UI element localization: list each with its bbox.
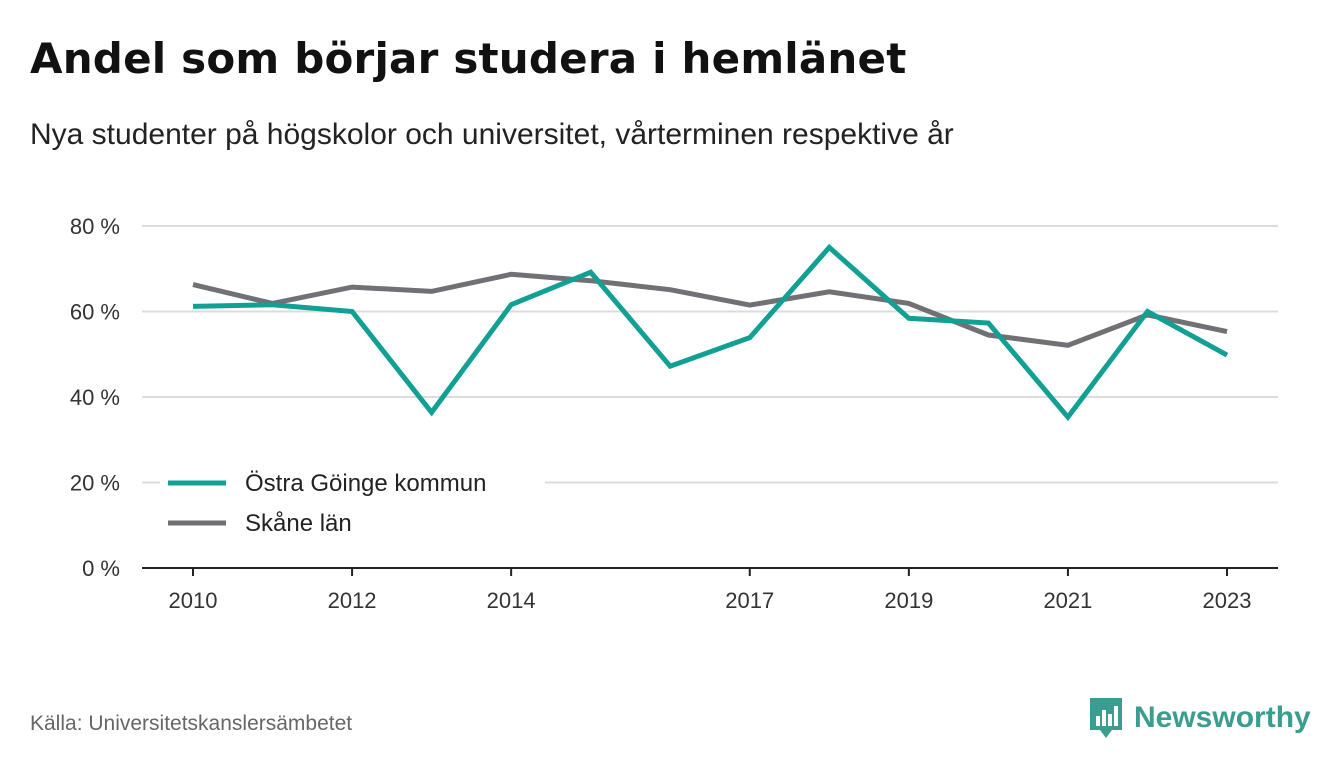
- chart-title: Andel som börjar studera i hemlänet: [30, 34, 907, 83]
- legend: Östra Göinge kommun Skåne län: [160, 460, 545, 548]
- x-tick-label: 2019: [884, 588, 933, 613]
- series-line-0: [192, 243, 1229, 422]
- brand-logo[interactable]: Newsworthy: [1088, 696, 1311, 740]
- x-tick-label: 2021: [1043, 588, 1092, 613]
- series-line-1: [192, 271, 1228, 348]
- brand-name: Newsworthy: [1134, 701, 1311, 734]
- x-tick-label: 2014: [487, 588, 536, 613]
- source-note: Källa: Universitetskanslersämbetet: [30, 712, 353, 735]
- x-tick-label: 2017: [725, 588, 774, 613]
- y-tick-label: 40 %: [70, 385, 120, 410]
- x-tick-label: 2023: [1203, 588, 1252, 613]
- y-tick-label: 0 %: [82, 556, 120, 581]
- y-axis-ticks: 0 % 20 % 40 % 60 % 80 %: [70, 214, 120, 581]
- y-tick-label: 80 %: [70, 214, 120, 239]
- x-axis: 2010 2012 2014 2017 2019 2021 2023: [142, 567, 1278, 613]
- newsworthy-logo-icon: [1090, 698, 1122, 738]
- y-tick-label: 20 %: [70, 471, 120, 496]
- x-tick-label: 2010: [169, 588, 218, 613]
- y-tick-label: 60 %: [70, 300, 120, 325]
- legend-label: Östra Göinge kommun: [245, 470, 486, 497]
- x-tick-label: 2012: [328, 588, 377, 613]
- legend-label: Skåne län: [245, 510, 352, 537]
- series-lines: [192, 243, 1229, 422]
- legend-background: [160, 460, 545, 548]
- chart-subtitle: Nya studenter på högskolor och universit…: [30, 118, 954, 151]
